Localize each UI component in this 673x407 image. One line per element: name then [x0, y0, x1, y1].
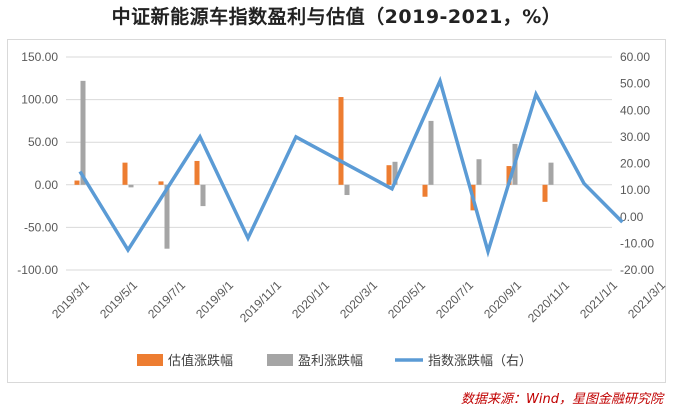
y-left-tick-label: 100.00 — [21, 93, 58, 107]
earnings-bar — [164, 184, 170, 249]
valuation-bar — [194, 160, 200, 185]
y-left-tick-label: -50.00 — [24, 220, 58, 234]
x-tick-label: 2019/7/1 — [145, 278, 188, 321]
y-right-tick-label: 0.00 — [620, 210, 644, 224]
legend-swatch-earnings — [267, 354, 293, 366]
y-right-tick-label: -10.00 — [620, 236, 654, 250]
x-tick-label: 2020/3/1 — [337, 278, 380, 321]
x-tick-label: 2019/9/1 — [193, 278, 236, 321]
y-left-tick-label: -100.00 — [17, 263, 58, 277]
y-right-tick-label: 50.00 — [620, 77, 650, 91]
earnings-bar — [344, 184, 350, 196]
data-source-note: 数据来源：Wind，星图金融研究院 — [461, 392, 663, 407]
valuation-bar — [506, 166, 512, 185]
y-right-tick-label: 60.00 — [620, 50, 650, 64]
y-right-tick-label: 20.00 — [620, 157, 650, 171]
y-right-tick-label: 30.00 — [620, 130, 650, 144]
valuation-bar — [74, 180, 80, 185]
valuation-bar — [158, 181, 164, 185]
x-tick-label: 2019/11/1 — [237, 278, 284, 325]
y-right-tick-label: 40.00 — [620, 103, 650, 117]
legend-label-earnings: 盈利涨跌幅 — [298, 353, 363, 369]
y-right-tick-label: -20.00 — [620, 263, 654, 277]
valuation-bar — [338, 97, 344, 185]
chart-frame — [7, 39, 666, 383]
x-tick-label: 2020/5/1 — [385, 278, 428, 321]
valuation-bar — [422, 184, 428, 197]
earnings-bar — [392, 161, 398, 185]
x-tick-label: 2021/3/1 — [625, 278, 668, 321]
earnings-bar — [476, 159, 482, 185]
legend-label-valuation: 估值涨跌幅 — [168, 353, 233, 369]
index-line — [78, 75, 624, 258]
y-right-tick-label: 10.00 — [620, 183, 650, 197]
earnings-bar — [428, 120, 434, 185]
legend-label-index: 指数涨跌幅（右） — [428, 353, 532, 369]
x-tick-label: 2020/9/1 — [481, 278, 524, 321]
x-tick-label: 2021/1/1 — [577, 278, 620, 321]
y-left-tick-label: 50.00 — [28, 135, 58, 149]
legend-swatch-valuation — [137, 354, 163, 366]
x-tick-label: 2020/1/1 — [289, 278, 332, 321]
chart-title: 中证新能源车指数盈利与估值（2019-2021，%） — [111, 6, 562, 28]
valuation-bar — [542, 184, 548, 202]
valuation-bar — [122, 162, 128, 185]
x-tick-label: 2020/7/1 — [433, 278, 476, 321]
valuation-bar — [386, 165, 392, 185]
x-tick-label: 2019/5/1 — [97, 278, 140, 321]
x-tick-label: 2020/11/1 — [525, 278, 572, 325]
earnings-bar — [548, 162, 554, 185]
earnings-bar — [80, 80, 86, 185]
y-left-tick-label: 0.00 — [35, 178, 59, 192]
y-left-tick-label: 150.00 — [21, 50, 58, 64]
x-tick-label: 2019/3/1 — [49, 278, 92, 321]
earnings-bar — [200, 184, 206, 207]
earnings-bar — [128, 184, 134, 188]
